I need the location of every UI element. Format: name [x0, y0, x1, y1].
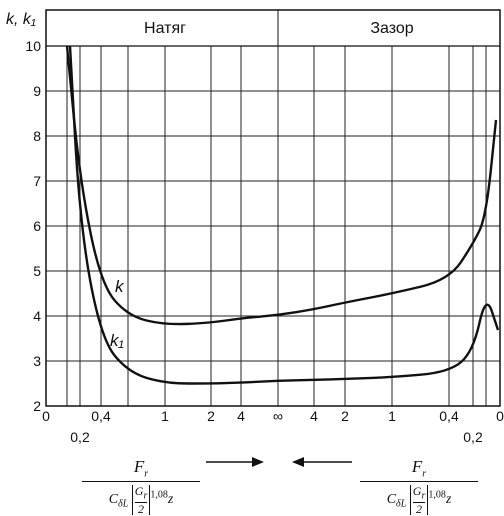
x-tick-label-lower: 0,2 — [463, 429, 483, 445]
formula-left-two: 2 — [138, 501, 145, 516]
x-tick-label: 2 — [207, 408, 215, 424]
plot-frame — [45, 9, 501, 407]
formula-right: Fr CδL Gr 2 1,08z — [360, 457, 478, 515]
formula-left-abs: Gr 2 — [131, 484, 151, 516]
y-tick-label: 4 — [33, 308, 41, 324]
formula-left-c-sub: δL — [118, 499, 129, 511]
formula-left-z: z — [167, 492, 174, 508]
formula-right-c: C — [386, 492, 397, 508]
formula-right-g: G — [412, 484, 422, 499]
x-tick-label: 0 — [496, 408, 504, 424]
formula-left-exp: 1,08 — [150, 489, 168, 501]
formula-left-numerator: F — [133, 457, 145, 476]
grid — [46, 45, 500, 407]
formula-right-numerator-sub: r — [422, 468, 427, 480]
x-tick-label-lower: 0,2 — [70, 429, 90, 445]
x-tick-label: 1 — [388, 408, 396, 424]
x-tick-label: 1 — [161, 408, 169, 424]
formula-right-g-sub: r — [421, 490, 426, 502]
formula-right-two: 2 — [416, 501, 423, 516]
x-tick-label: 4 — [310, 408, 318, 424]
formula-right-exp: 1,08 — [428, 489, 446, 501]
x-tick-label: 2 — [341, 408, 349, 424]
formula-right-fraction-bar — [360, 481, 478, 483]
formula-left-g-sub: r — [143, 490, 148, 502]
formula-right-numerator: F — [411, 457, 423, 476]
arrow-right-head — [252, 457, 264, 467]
curve-label-k: k — [115, 277, 125, 296]
x-tick-label: ∞ — [273, 408, 283, 424]
header-right-label: Зазор — [370, 20, 413, 37]
y-tick-label: 5 — [33, 263, 41, 279]
formula-right-c-sub: δL — [396, 499, 407, 511]
y-tick-label: 3 — [33, 353, 41, 369]
x-tick-label: 0,4 — [91, 408, 111, 424]
header-left-label: Натяг — [144, 20, 186, 37]
curve-label-k1: k₁ — [110, 331, 124, 350]
y-tick-label: 8 — [33, 128, 41, 144]
y-tick-label: 6 — [33, 218, 41, 234]
y-tick-label: 10 — [25, 38, 41, 54]
arrow-left-head — [292, 457, 304, 467]
formula-left-numerator-sub: r — [144, 468, 149, 480]
formula-left-g: G — [134, 484, 144, 499]
formula-left-c: C — [108, 492, 119, 508]
curves — [65, 45, 500, 385]
y-axis-label: k, k₁ — [6, 11, 36, 28]
x-tick-label: 0,4 — [439, 408, 459, 424]
formula-right-abs: Gr 2 — [409, 484, 429, 516]
formula-left: Fr CδL Gr 2 1,08z — [82, 457, 200, 515]
y-tick-label: 7 — [33, 173, 41, 189]
curve-k — [65, 45, 498, 326]
curve-k1 — [68, 45, 500, 385]
y-tick-label: 9 — [33, 83, 41, 99]
frame-rect — [45, 9, 501, 407]
y-tick-label: 2 — [33, 398, 41, 414]
formula-left-fraction-bar — [82, 481, 200, 483]
formula-right-z: z — [445, 492, 452, 508]
x-tick-label: 0 — [42, 408, 50, 424]
x-tick-label: 4 — [237, 408, 245, 424]
